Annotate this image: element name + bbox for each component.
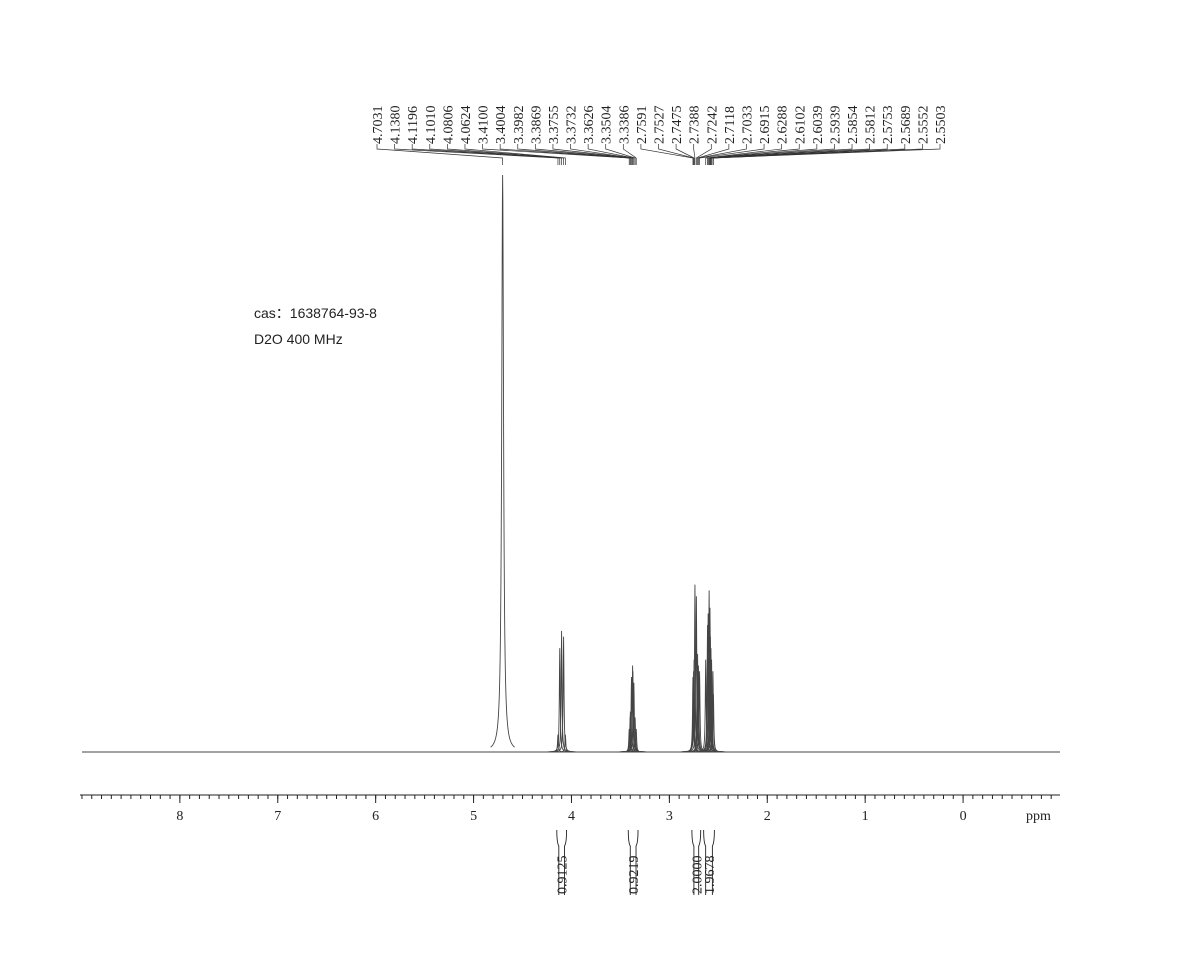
peak-connector <box>696 144 712 165</box>
peak-connector <box>429 144 562 165</box>
peak-connector <box>697 144 730 165</box>
peak-connector <box>675 144 695 165</box>
x-tick-label: 2 <box>764 809 771 824</box>
peak-connector <box>710 144 888 165</box>
peak-connector <box>534 144 632 165</box>
peak-label: 4.7031 <box>371 106 386 145</box>
peak-label: 3.3732 <box>565 106 580 145</box>
x-tick-label: 1 <box>862 809 869 824</box>
peak-connector <box>482 144 630 165</box>
peak-label: 3.4100 <box>477 106 492 145</box>
peak-label: 3.3504 <box>600 106 615 145</box>
peak-label: 2.7033 <box>740 106 755 145</box>
peak-connector <box>605 144 636 165</box>
peak-connector <box>707 144 800 165</box>
peak-label: 2.7591 <box>635 106 650 145</box>
x-tick-label: 4 <box>568 809 575 824</box>
peak-connector <box>587 144 635 165</box>
x-tick-label: 3 <box>666 809 673 824</box>
x-tick-label: 6 <box>372 809 379 824</box>
peak <box>553 734 578 753</box>
peak-connector <box>411 144 561 165</box>
peak-label: 3.3869 <box>529 106 544 145</box>
integral-value: 0.9219 <box>627 856 642 895</box>
peak-connector <box>707 144 818 165</box>
peak-label: 3.3626 <box>582 106 597 145</box>
integral-bracket <box>627 829 639 895</box>
x-tick-label: 0 <box>960 809 967 824</box>
peak-label: 4.0624 <box>459 106 474 145</box>
peak-connector <box>709 144 853 165</box>
peak-label: 2.7388 <box>688 106 703 145</box>
peak-label: 4.1380 <box>389 106 404 145</box>
x-axis-label: ppm <box>1026 809 1051 824</box>
peak-label: 2.5689 <box>899 106 914 145</box>
peak-label: 2.7527 <box>653 106 668 145</box>
x-tick-label: 7 <box>274 809 281 824</box>
peak-label: 2.5503 <box>934 106 949 145</box>
peak-connector <box>376 144 503 165</box>
peak-label: 3.3982 <box>512 106 527 145</box>
peak-label: 2.5939 <box>828 106 843 145</box>
peak-label: 2.7118 <box>723 106 738 144</box>
peak-connector <box>699 144 765 165</box>
peak <box>490 174 515 748</box>
peak-connector <box>713 144 941 165</box>
peak-connector <box>693 144 696 165</box>
peak-connector <box>464 144 566 165</box>
integral-value: 0.9125 <box>556 856 571 895</box>
integral-bracket <box>556 829 568 895</box>
peak-label: 3.3755 <box>547 106 562 145</box>
peak-connector <box>708 144 835 165</box>
peak-connector <box>710 144 870 165</box>
peak-connector <box>447 144 564 165</box>
peak <box>701 694 726 753</box>
peak-connector <box>711 144 906 165</box>
peak-label: 3.4004 <box>494 106 509 145</box>
peak-connector <box>698 144 747 165</box>
annotation: cas：1638764-93-8 <box>254 305 377 321</box>
peak-connector <box>570 144 634 165</box>
peak-label: 2.5753 <box>881 106 896 145</box>
x-tick-label: 5 <box>470 809 477 824</box>
peak <box>624 728 649 753</box>
peak-label: 2.6102 <box>793 106 808 145</box>
peak-connector <box>705 144 783 165</box>
peak-connector <box>712 144 923 165</box>
peak-label: 2.5854 <box>846 106 861 145</box>
peak-label: 2.6288 <box>776 106 791 145</box>
peak-label: 2.6039 <box>811 106 826 145</box>
x-tick-label: 8 <box>176 809 183 824</box>
peak-connector <box>517 144 631 165</box>
peak-label: 3.3386 <box>617 106 632 145</box>
peak-connector <box>394 144 559 165</box>
peak-connector <box>640 144 694 165</box>
peak-label: 4.1196 <box>406 106 421 144</box>
integral-value: 2.0000 <box>690 856 705 895</box>
annotation: D2O 400 MHz <box>254 331 343 347</box>
integral-bracket <box>691 829 702 895</box>
peak-label: 2.7475 <box>670 106 685 145</box>
peak-label: 2.7242 <box>705 106 720 145</box>
peak-connector <box>622 144 637 165</box>
peak-label: 4.1010 <box>424 106 439 145</box>
peak-label: 2.5812 <box>864 106 879 145</box>
peak-label: 2.5552 <box>916 106 931 145</box>
peak-connector <box>658 144 694 165</box>
peak-label: 2.6915 <box>758 106 773 145</box>
integral-value: 1.9678 <box>703 856 718 895</box>
integral-bracket <box>703 829 715 895</box>
peak-label: 4.0806 <box>441 106 456 145</box>
